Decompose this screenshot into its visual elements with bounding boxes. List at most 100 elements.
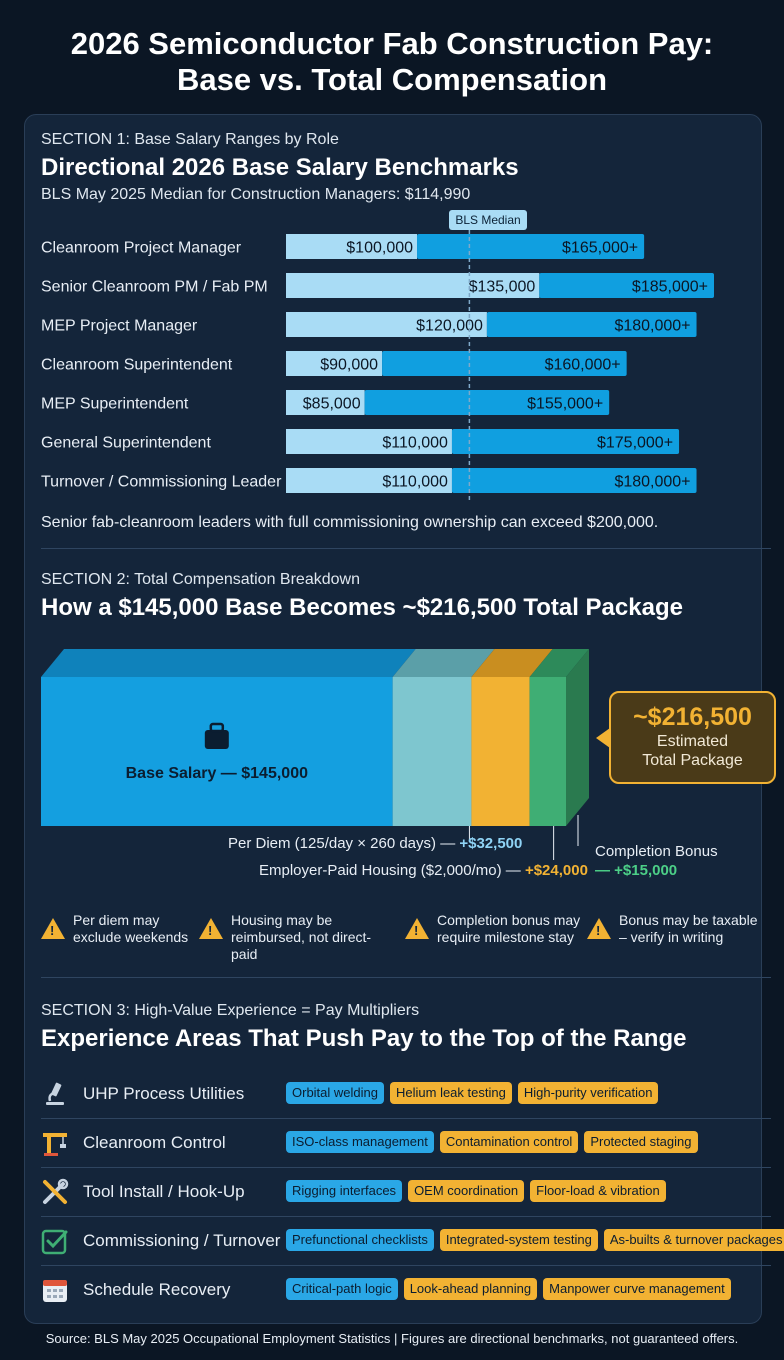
salary-range-chart: Cleanroom Project Manager $100,000 $165,00… (41, 230, 714, 500)
high-value-label: $185,000+ (632, 279, 708, 296)
source-note: Source: BLS May 2025 Occupational Employ… (45, 1331, 739, 1346)
high-range-bar (364, 390, 610, 415)
title-line-2: Base vs. Total Compensation (176, 62, 608, 97)
experience-name: UHP Process Utilities (83, 1084, 245, 1103)
experience-name: Cleanroom Control (83, 1133, 226, 1152)
segment-3 (471, 677, 530, 826)
low-range-bar (286, 468, 452, 493)
housing-amount: +$24,000 (524, 862, 588, 879)
segment-2 (392, 677, 472, 826)
bonus-amount: — +$15,000 (595, 862, 678, 879)
warning-icon (41, 918, 65, 939)
experience-row: UHP Process Utilities Orbital welding Hel… (41, 1070, 771, 1118)
low-range-bar (286, 351, 383, 376)
row-divider (41, 1265, 771, 1266)
high-value-label: $160,000+ (545, 357, 621, 374)
callout-pointer (596, 728, 610, 748)
segment-top (471, 649, 553, 677)
skill-tag: Floor-load & vibration (530, 1180, 666, 1202)
callout-line-2: Total Package (642, 752, 743, 769)
low-value-label: $120,000 (416, 318, 483, 335)
microscope-icon (46, 1082, 64, 1105)
high-value-label: $180,000+ (614, 318, 690, 335)
high-range-bar (539, 273, 714, 298)
section3-label: SECTION 3: High-Value Experience = Pay M… (41, 1002, 420, 1019)
high-range-bar (486, 312, 697, 337)
briefcase-icon (204, 722, 229, 749)
per-diem-label: Per Diem (125/day × 260 days) — +$32,500 (228, 835, 522, 852)
section2-label: SECTION 2: Total Compensation Breakdown (41, 571, 360, 588)
title-line-1: 2026 Semiconductor Fab Construction Pay: (70, 26, 714, 61)
skill-tag: Look-ahead planning (403, 1278, 538, 1300)
experience-row: Cleanroom Control ISO-class management Co… (41, 1119, 771, 1167)
experience-row: Commissioning / Turnover Prefunctional c… (41, 1217, 784, 1265)
skill-tag: OEM coordination (408, 1180, 525, 1202)
skill-tag: Critical-path logic (286, 1278, 398, 1300)
bonus-label: Completion Bonus (595, 843, 718, 860)
low-range-bar (286, 390, 365, 415)
experience-name: Commissioning / Turnover (83, 1231, 281, 1250)
per-diem-text: Per Diem (125/day × 260 days) — (228, 835, 460, 852)
segment-top (392, 649, 495, 677)
role-label: MEP Superintendent (41, 396, 189, 413)
section1-heading: Directional 2026 Base Salary Benchmarks (41, 154, 519, 181)
section3-heading: Experience Areas That Push Pay to the To… (41, 1025, 687, 1052)
bar-side-face (566, 649, 589, 826)
low-value-label: $110,000 (382, 435, 448, 452)
total-package-chart: Base Salary — $145,000 (41, 649, 589, 860)
segment-4 (529, 677, 566, 826)
high-value-label: $155,000+ (527, 396, 603, 413)
housing-label: Employer-Paid Housing ($2,000/mo) — +$24… (259, 862, 588, 879)
skill-tag: Protected staging (584, 1131, 698, 1153)
experience-name: Tool Install / Hook-Up (83, 1182, 245, 1201)
warning-bonus-stay: ! Completion bonus may require milestone … (405, 912, 585, 952)
base-salary-label: Base Salary — $145,000 (126, 765, 308, 782)
skill-tag: Integrated-system testing (439, 1229, 598, 1251)
callout-value: ~$216,500 (633, 703, 752, 731)
warning-housing: ! Housing may be reimbursed, not direct-p… (199, 912, 379, 962)
low-range-bar (286, 312, 487, 337)
skill-tag: ISO-class management (286, 1131, 434, 1153)
role-label: Cleanroom Project Manager (41, 240, 242, 257)
section2-heading: How a $145,000 Base Becomes ~$216,500 To… (41, 594, 683, 621)
skill-tag: Contamination control (439, 1131, 579, 1153)
low-value-label: $90,000 (320, 357, 378, 374)
low-range-bar (286, 429, 452, 454)
skill-tag: Orbital welding (286, 1082, 384, 1104)
median-tag: BLS Median (449, 210, 527, 230)
warning-icon (405, 918, 429, 939)
role-label: Turnover / Commissioning Leader (41, 474, 282, 491)
role-label: Senior Cleanroom PM / Fab PM (41, 279, 268, 296)
section1-label: SECTION 1: Base Salary Ranges by Role (41, 131, 339, 148)
low-range-bar (286, 234, 418, 259)
skill-tag: Rigging interfaces (286, 1180, 403, 1202)
segment-top (41, 649, 416, 677)
calendar-icon (43, 1280, 67, 1302)
row-divider (41, 1216, 771, 1217)
skill-tag: Manpower curve management (543, 1278, 731, 1300)
experience-name: Schedule Recovery (83, 1280, 231, 1299)
experience-row: Tool Install / Hook-Up Rigging interface… (41, 1168, 771, 1216)
checkbox-icon (41, 1229, 68, 1255)
high-value-label: $180,000+ (614, 474, 690, 491)
high-range-bar (451, 429, 680, 454)
skill-tag: As-builts & turnover packages (603, 1229, 784, 1251)
total-callout: ~$216,500 Estimated Total Package (609, 691, 776, 784)
section-divider (41, 548, 771, 549)
low-value-label: $110,000 (382, 474, 448, 491)
high-range-bar (451, 468, 697, 493)
warning-per-diem: ! Per diem may exclude weekends (41, 912, 221, 952)
skill-tag: High-purity verification (517, 1082, 659, 1104)
callout-line-1: Estimated (656, 733, 729, 750)
high-range-bar (382, 351, 627, 376)
skill-tag: Helium leak testing (390, 1082, 512, 1104)
segment-top (529, 649, 589, 677)
warning-icon (587, 918, 611, 939)
warning-bonus-tax: ! Bonus may be taxable – verify in writin… (587, 912, 767, 952)
row-divider (41, 1167, 771, 1168)
per-diem-amount: +$32,500 (459, 835, 523, 852)
housing-text: Employer-Paid Housing ($2,000/mo) — (259, 862, 525, 879)
section1-note: Senior fab-cleanroom leaders with full c… (41, 514, 659, 531)
high-value-label: $165,000+ (562, 240, 638, 257)
low-value-label: $100,000 (346, 240, 413, 257)
